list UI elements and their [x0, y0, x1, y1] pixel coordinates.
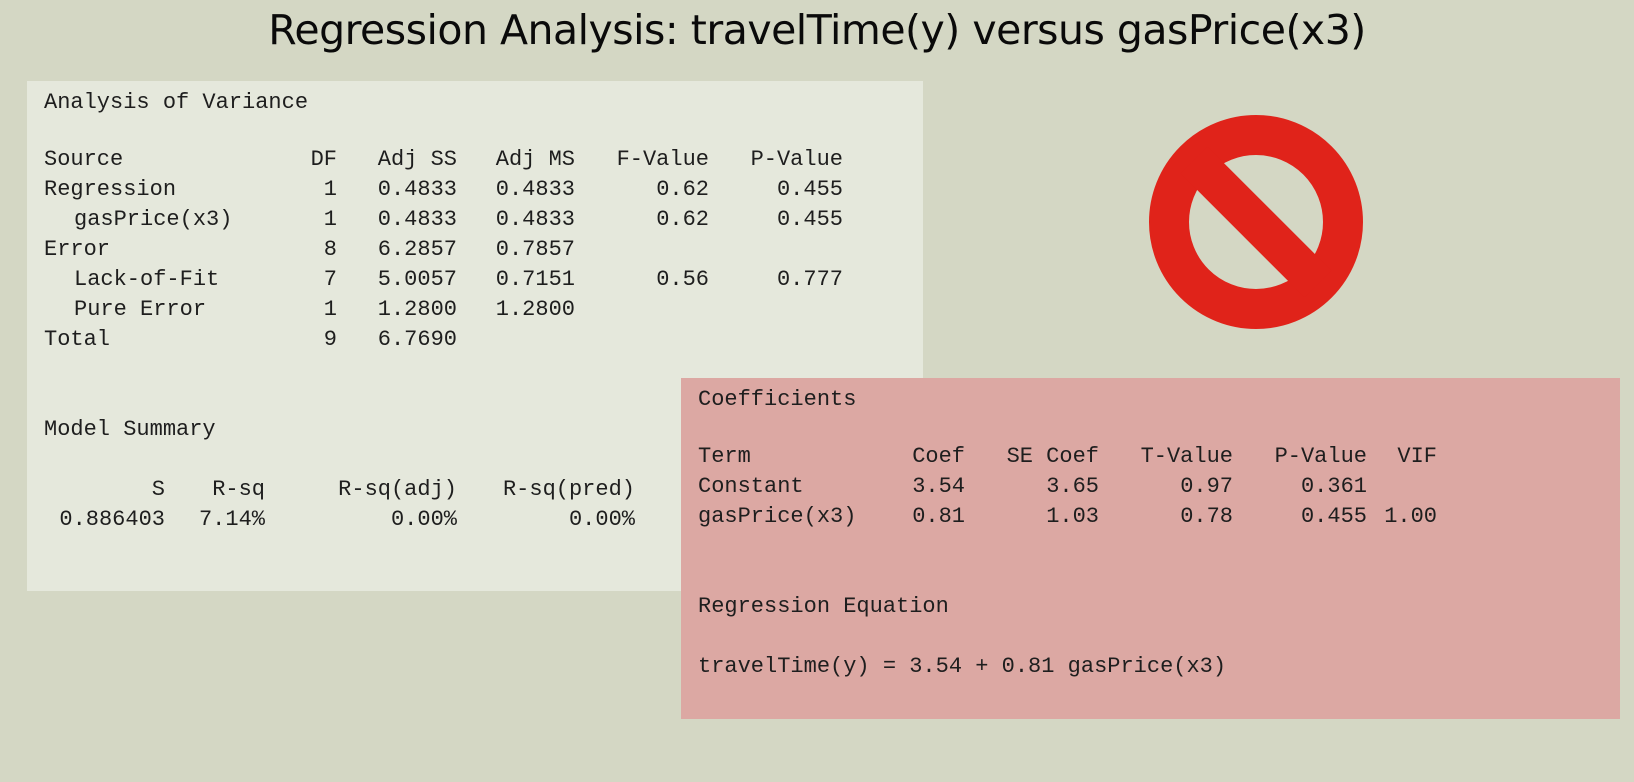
model-summary-col-s: S	[151, 477, 165, 502]
anova-source: gasPrice(x3)	[74, 207, 233, 232]
coef-col-p: P-Value	[1274, 444, 1367, 469]
anova-pvalue: 0.455	[776, 177, 843, 202]
coef-col-coef: Coef	[912, 444, 965, 469]
coef-value: 3.54	[912, 474, 965, 499]
anova-heading: Analysis of Variance	[44, 90, 309, 115]
coef-t: 0.78	[1180, 504, 1233, 529]
coef-p: 0.361	[1300, 474, 1367, 499]
coef-se: 1.03	[1046, 504, 1099, 529]
anova-adjss: 6.2857	[377, 237, 457, 262]
model-summary-value-rsq: 7.14%	[198, 507, 265, 532]
anova-panel: Analysis of Variance Source DF Adj SS Ad…	[27, 81, 923, 591]
anova-col-adjss: Adj SS	[377, 147, 457, 172]
coef-term: Constant	[698, 474, 804, 499]
anova-adjms: 0.7151	[495, 267, 575, 292]
anova-fvalue: 0.62	[656, 207, 709, 232]
coef-col-se: SE Coef	[1006, 444, 1099, 469]
coefficients-heading: Coefficients	[698, 387, 857, 412]
coef-t: 0.97	[1180, 474, 1233, 499]
anova-fvalue: 0.56	[656, 267, 709, 292]
anova-source: Total	[44, 327, 111, 352]
anova-df: 1	[323, 177, 337, 202]
anova-adjss: 5.0057	[377, 267, 457, 292]
anova-col-source: Source	[44, 147, 124, 172]
model-summary-value-rsq-adj: 0.00%	[390, 507, 457, 532]
anova-adjms: 1.2800	[495, 297, 575, 322]
regression-equation-heading: Regression Equation	[698, 594, 949, 619]
coefficients-panel: Coefficients Term Coef SE Coef T-Value P…	[681, 378, 1620, 719]
anova-adjss: 0.4833	[377, 177, 457, 202]
anova-adjss: 0.4833	[377, 207, 457, 232]
anova-df: 9	[323, 327, 337, 352]
prohibition-sign-icon	[1149, 115, 1363, 329]
model-summary-col-rsq-adj: R-sq(adj)	[338, 477, 457, 502]
anova-source: Pure Error	[74, 297, 207, 322]
anova-pvalue: 0.777	[776, 267, 843, 292]
anova-df: 1	[323, 297, 337, 322]
anova-adjms: 0.4833	[495, 177, 575, 202]
model-summary-value-s: 0.886403	[59, 507, 165, 532]
coef-vif: 1.00	[1384, 504, 1437, 529]
model-summary-heading: Model Summary	[44, 417, 216, 442]
model-summary-value-rsq-pred: 0.00%	[568, 507, 635, 532]
anova-col-adjms: Adj MS	[495, 147, 575, 172]
anova-col-pvalue: P-Value	[750, 147, 843, 172]
coef-term: gasPrice(x3)	[698, 504, 857, 529]
page-title: Regression Analysis: travelTime(y) versu…	[268, 6, 1366, 54]
model-summary-col-rsq-pred: R-sq(pred)	[502, 477, 635, 502]
anova-df: 8	[323, 237, 337, 262]
anova-adjss: 1.2800	[377, 297, 457, 322]
anova-col-df: DF	[310, 147, 337, 172]
anova-source: Error	[44, 237, 111, 262]
anova-adjss: 6.7690	[377, 327, 457, 352]
model-summary-col-rsq: R-sq	[212, 477, 265, 502]
coef-col-vif: VIF	[1397, 444, 1437, 469]
coef-p: 0.455	[1300, 504, 1367, 529]
anova-df: 1	[323, 207, 337, 232]
coef-col-t: T-Value	[1140, 444, 1233, 469]
coef-se: 3.65	[1046, 474, 1099, 499]
regression-equation: travelTime(y) = 3.54 + 0.81 gasPrice(x3)	[698, 654, 1227, 679]
anova-source: Regression	[44, 177, 177, 202]
anova-adjms: 0.4833	[495, 207, 575, 232]
coef-value: 0.81	[912, 504, 965, 529]
anova-df: 7	[323, 267, 337, 292]
anova-pvalue: 0.455	[776, 207, 843, 232]
anova-col-fvalue: F-Value	[616, 147, 709, 172]
anova-adjms: 0.7857	[495, 237, 575, 262]
coef-col-term: Term	[698, 444, 751, 469]
anova-fvalue: 0.62	[656, 177, 709, 202]
anova-source: Lack-of-Fit	[74, 267, 220, 292]
